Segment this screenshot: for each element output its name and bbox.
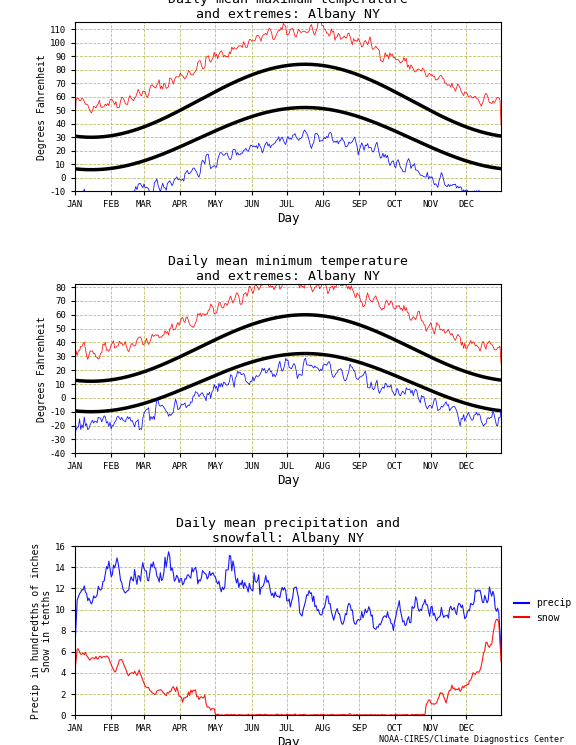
Text: NOAA-CIRES/Climate Diagnostics Center: NOAA-CIRES/Climate Diagnostics Center [380,735,564,744]
X-axis label: Day: Day [276,212,300,225]
Title: Daily mean maximum temperature
and extremes: Albany NY: Daily mean maximum temperature and extre… [168,0,408,21]
Y-axis label: Precip in hundredths of inches
Snow in tenths: Precip in hundredths of inches Snow in t… [31,542,52,719]
Y-axis label: Degrees Fahrenheit: Degrees Fahrenheit [37,54,47,159]
Y-axis label: Degrees Fahrenheit: Degrees Fahrenheit [37,316,47,422]
Legend: precip, snow: precip, snow [510,594,575,627]
X-axis label: Day: Day [276,474,300,487]
Title: Daily mean precipitation and
snowfall: Albany NY: Daily mean precipitation and snowfall: A… [176,517,400,545]
X-axis label: Day: Day [276,736,300,745]
Title: Daily mean minimum temperature
and extremes: Albany NY: Daily mean minimum temperature and extre… [168,255,408,283]
